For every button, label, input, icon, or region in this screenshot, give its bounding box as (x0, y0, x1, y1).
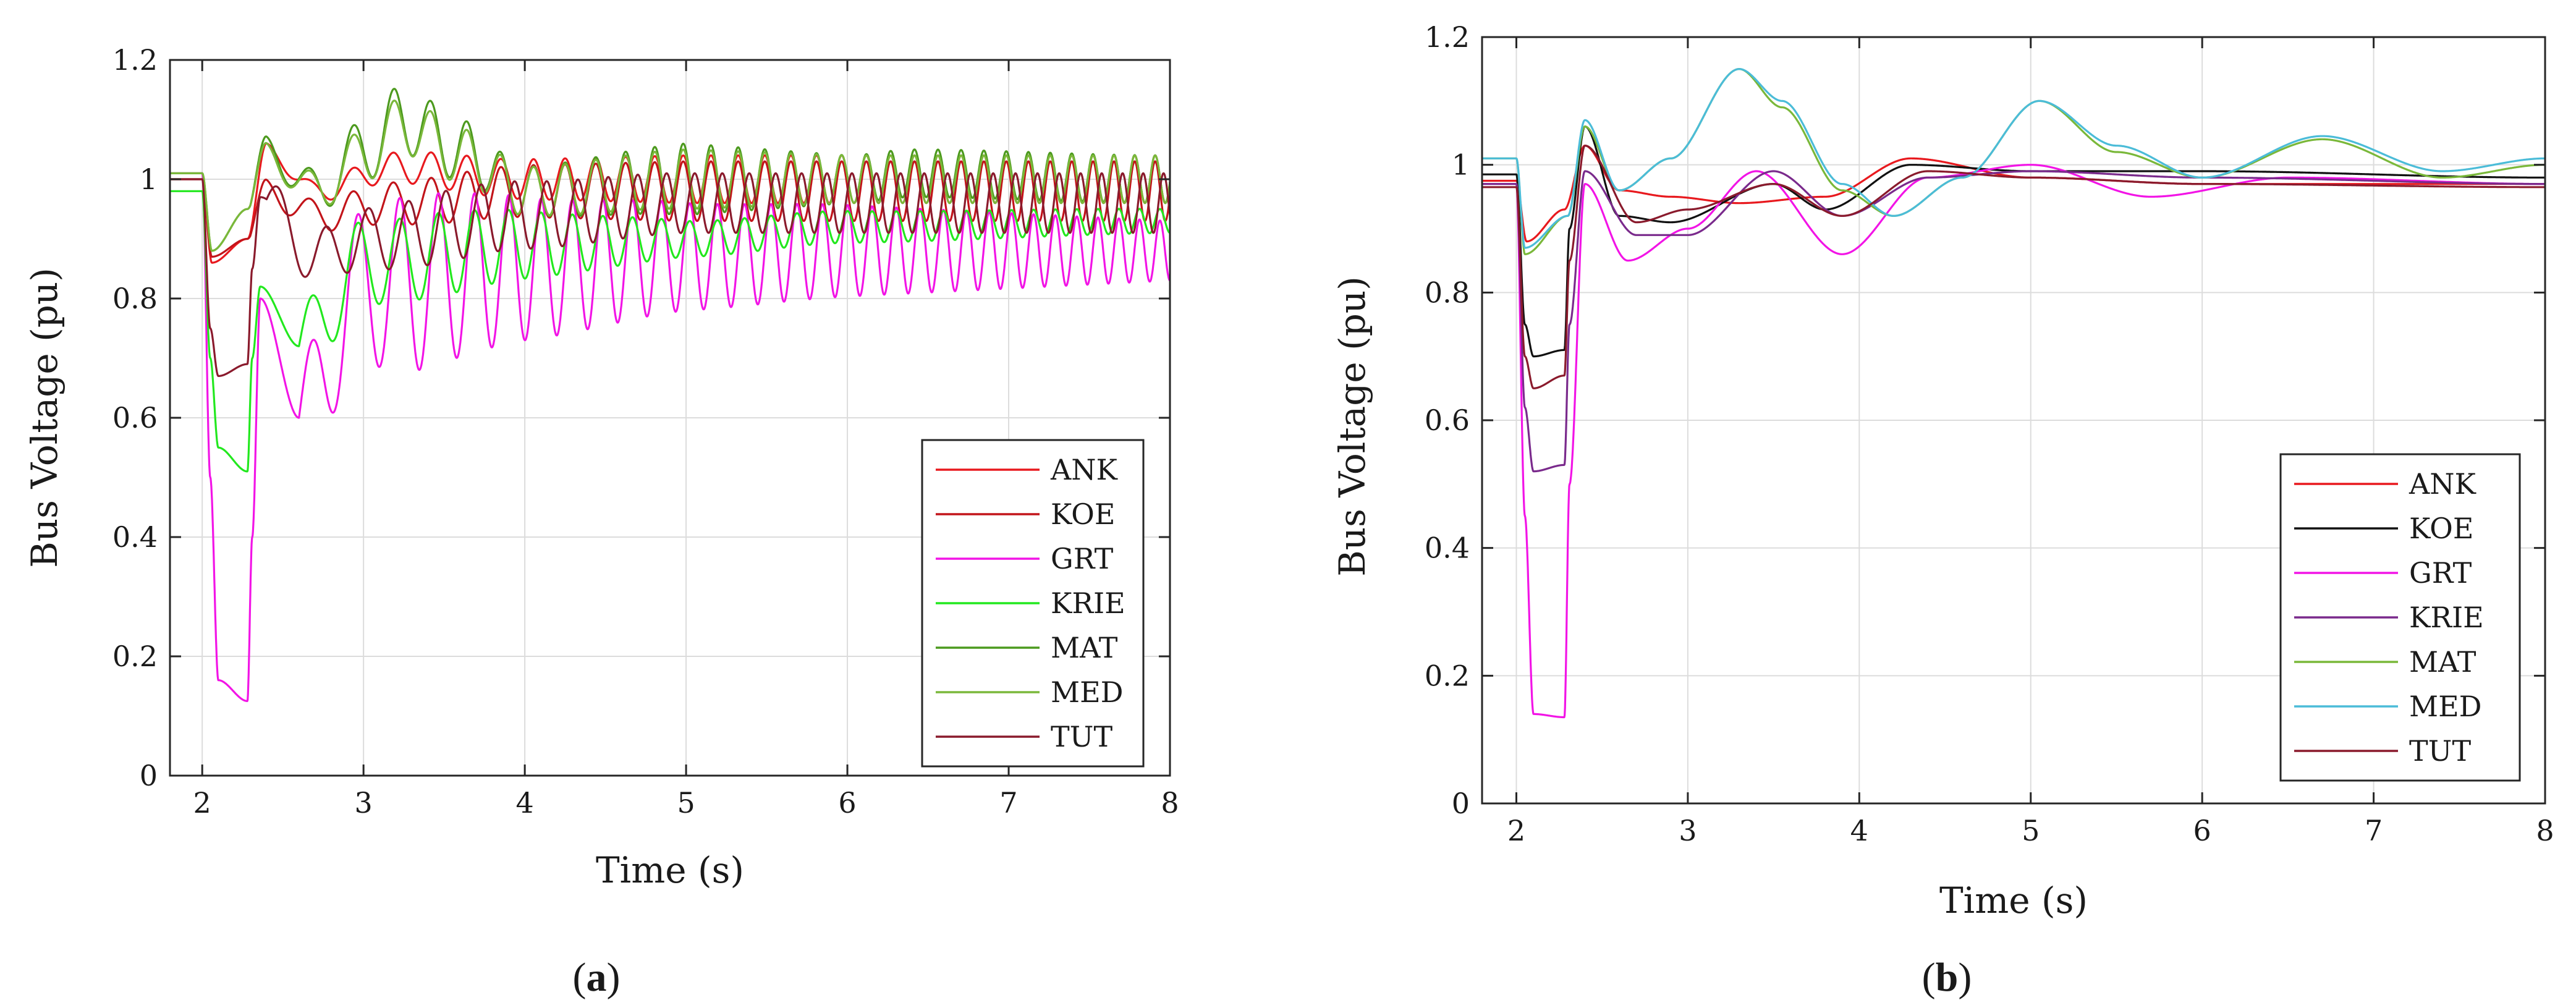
chart-b-xtick-label: 2 (1507, 814, 1525, 847)
chart-a-xlabel: Time (s) (596, 849, 744, 891)
chart-b-xtick-label: 4 (1850, 814, 1868, 847)
chart-a-series-koe (170, 160, 1170, 258)
chart-b-series-krie (1482, 170, 2545, 473)
chart-a-legend-label-tut: TUT (1051, 720, 1112, 753)
chart-a-ytick-label: 0.6 (112, 401, 158, 434)
chart-b-series-grt (1482, 164, 2545, 719)
chart-a-xtick-label: 6 (838, 786, 856, 820)
chart-b-legend-label-tut: TUT (2409, 734, 2471, 768)
chart-b-legend-label-koe: KOE (2409, 512, 2473, 545)
chart-a-ytick-label: 0.2 (112, 640, 158, 673)
chart-a-ytick-label: 1.2 (112, 43, 158, 77)
chart-a-legend-label-krie: KRIE (1051, 587, 1125, 620)
chart-a-legend: ANK KOE GRT KRIE MAT MED TUT (921, 439, 1145, 768)
chart-b-ytick-label: 1 (1452, 148, 1470, 182)
chart-b-ytick-label: 0.8 (1425, 276, 1470, 309)
chart-a-ytick-label: 0.8 (112, 282, 158, 315)
chart-a-legend-label-med: MED (1051, 676, 1124, 709)
chart-b-series-tut (1482, 145, 2545, 389)
chart-a-ylabel: Bus Voltage (pu) (23, 268, 66, 568)
chart-a-ticks: 2 3 4 5 6 7 8 0 0.2 0.4 0.6 0.8 1 1.2 (112, 43, 1179, 820)
chart-a-series-grt (170, 172, 1170, 702)
chart-b-xtick-label: 7 (2365, 814, 2383, 847)
chart-b-series-med (1482, 68, 2545, 249)
chart-a-legend-label-koe: KOE (1051, 498, 1115, 531)
chart-b-ytick-label: 0 (1452, 787, 1470, 820)
chart-b-ytick-label: 0.6 (1425, 404, 1470, 437)
chart-a-series-krie (170, 190, 1170, 473)
chart-a-legend-label-grt: GRT (1051, 542, 1114, 575)
chart-b-series-lines (1482, 68, 2545, 719)
chart-a-series-lines (170, 88, 1170, 702)
chart-b-xtick-label: 8 (2536, 814, 2554, 847)
chart-b-panel-letter: b (1936, 955, 1959, 1000)
chart-a: 2 3 4 5 6 7 8 0 0.2 0.4 0.6 0.8 1 1.2 Time (s) Bus Vo… (23, 43, 1179, 1000)
chart-b-legend-label-med: MED (2409, 690, 2482, 723)
chart-b-xtick-label: 5 (2022, 814, 2040, 847)
chart-b-legend-label-mat: MAT (2409, 645, 2476, 679)
chart-a-xtick-label: 3 (355, 786, 373, 820)
chart-b-legend: ANK KOE GRT KRIE MAT MED TUT (2279, 453, 2521, 782)
chart-b-ytick-label: 1.2 (1425, 20, 1470, 54)
chart-b-legend-label-ank: ANK (2409, 467, 2476, 501)
chart-b-ylabel: Bus Voltage (pu) (1331, 276, 1373, 577)
chart-b-legend-label-grt: GRT (2409, 556, 2472, 590)
chart-b: 2 3 4 5 6 7 8 0 0.2 0.4 0.6 0.8 1 1.2 Time (s) Bus Vo… (1331, 20, 2554, 1000)
chart-a-ytick-label: 0.4 (112, 520, 158, 554)
chart-a-xtick-label: 4 (515, 786, 533, 820)
chart-b-ytick-label: 0.2 (1425, 659, 1470, 692)
chart-a-xtick-label: 5 (677, 786, 695, 820)
chart-a-panel-label: (a) (573, 955, 621, 1000)
chart-a-ytick-label: 0 (140, 759, 158, 792)
chart-b-ytick-label: 0.4 (1425, 532, 1470, 565)
chart-b-xlabel: Time (s) (1939, 879, 2088, 921)
chart-b-legend-label-krie: KRIE (2409, 601, 2484, 634)
chart-a-xtick-label: 8 (1161, 786, 1179, 820)
chart-a-legend-label-mat: MAT (1051, 631, 1118, 664)
chart-b-ticks: 2 3 4 5 6 7 8 0 0.2 0.4 0.6 0.8 1 1.2 (1425, 20, 2554, 847)
chart-a-ytick-label: 1 (140, 163, 158, 196)
chart-b-xtick-label: 6 (2193, 814, 2211, 847)
chart-b-xtick-label: 3 (1679, 814, 1697, 847)
chart-a-xtick-label: 2 (193, 786, 211, 820)
chart-a-panel-letter: a (587, 955, 607, 1000)
chart-a-xtick-label: 7 (999, 786, 1017, 820)
chart-a-series-med (170, 100, 1170, 252)
chart-b-panel-label: (b) (1922, 955, 1972, 1000)
chart-a-legend-label-ank: ANK (1050, 453, 1118, 486)
chart-a-series-tut (170, 172, 1170, 377)
